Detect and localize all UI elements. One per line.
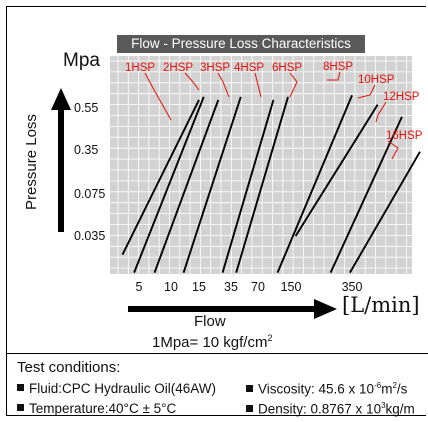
series-label-12hsp: 12HSP (383, 91, 420, 103)
density-unit: kg/m (385, 401, 415, 417)
viscosity-text: Viscosity: 45.6 x 10 (258, 381, 375, 397)
unit-conversion-sup: 2 (267, 333, 273, 343)
series-line-1hsp (121, 99, 200, 255)
series-label-6hsp: 6HSP (272, 62, 302, 74)
series-line-3hsp (153, 99, 220, 273)
viscosity-unit-tail: /s (396, 381, 408, 397)
bullet-square-icon (246, 404, 253, 412)
test-condition-fluid: Fluid:CPC Hydraulic Oil(46AW) (17, 381, 216, 396)
temperature-text: Temperature:40°C ± 5°C (29, 401, 177, 416)
series-pointer-1hsp (144, 72, 172, 121)
figure-frame (6, 6, 426, 416)
bullet-square-icon (17, 404, 24, 411)
y-tick-label: 0.35 (74, 143, 98, 157)
series-pointer-3hsp (217, 72, 230, 98)
y-tick-label: 0.55 (74, 101, 98, 115)
series-pointer-8hsp (327, 71, 341, 81)
series-line-2hsp (133, 96, 205, 273)
series-pointer-6hsp (289, 72, 298, 98)
density-exponent: 3 (381, 401, 386, 410)
viscosity-exponent: -6 (374, 381, 382, 390)
x-tick-labels: 5 10 15 35 70 150 350 (136, 280, 363, 294)
y-axis-arrow-head (51, 88, 71, 110)
series-label-2hsp: 2HSP (163, 62, 193, 74)
unit-conversion-text: 1Mpa= 10 kgf/cm (152, 334, 268, 351)
series-line-5hsp (221, 99, 275, 273)
x-tick-label: 10 (164, 280, 178, 294)
x-tick-label: 35 (224, 280, 238, 294)
plot-area (110, 56, 412, 274)
divider-line (6, 353, 428, 354)
test-condition-viscosity: Viscosity: 45.6 x 10-6m2/s (246, 381, 407, 397)
series-label-16hsp: 16HSP (386, 130, 423, 142)
series-pointer-16hsp (387, 140, 399, 160)
chart-title: Flow - Pressure Loss Characteristics (117, 35, 365, 53)
series-pointer-12hsp (375, 101, 387, 123)
test-conditions-heading: Test conditions: (17, 359, 121, 376)
y-tick-labels: 0.035 0.075 0.35 0.55 (74, 101, 105, 243)
density-text: Density: 0.8767 x 10 (258, 401, 382, 417)
x-tick-label: 350 (342, 280, 363, 294)
x-tick-label: 70 (251, 280, 265, 294)
series-label-4hsp: 4HSP (234, 62, 264, 74)
series-label-8hsp: 8HSP (323, 61, 353, 73)
x-tick-label: 150 (281, 280, 302, 294)
series-line-4hsp (182, 96, 242, 273)
series-line-8hsp (276, 95, 353, 274)
bullet-square-icon (17, 384, 24, 391)
series-line-6hsp (235, 96, 289, 273)
series-pointer-4hsp (254, 72, 262, 98)
y-axis-unit: Mpa (63, 50, 100, 71)
x-tick-label: 5 (136, 280, 143, 294)
series-labels: 1HSP 2HSP 3HSP 4HSP 6HSP 8HSP 10HSP 12HSP 16HSP (125, 61, 423, 160)
series-label-3hsp: 3HSP (200, 62, 230, 74)
viscosity-unit-exponent: 2 (392, 381, 397, 390)
series-line-10hsp (294, 104, 379, 237)
unit-conversion: 1Mpa= 10 kgf/cm2 (152, 333, 273, 351)
y-tick-label: 0.075 (74, 187, 105, 201)
x-axis-arrow-head (314, 299, 337, 319)
x-tick-label: 15 (192, 280, 206, 294)
series-lines (121, 95, 421, 274)
series-pointer-2hsp (184, 72, 200, 91)
series-line-16hsp (349, 151, 421, 274)
series-label-1hsp: 1HSP (125, 62, 155, 74)
x-axis-unit: [L/min] (342, 293, 420, 317)
series-label-10hsp: 10HSP (358, 74, 395, 86)
fluid-text: Fluid:CPC Hydraulic Oil(46AW) (29, 381, 217, 396)
test-condition-density: Density: 0.8767 x 103kg/m (246, 401, 415, 417)
bullet-square-icon (246, 384, 253, 392)
test-condition-temperature: Temperature:40°C ± 5°C (17, 401, 176, 416)
y-tick-label: 0.035 (74, 229, 105, 243)
viscosity-unit: m (381, 381, 393, 397)
series-pointer-10hsp (357, 84, 376, 99)
x-axis-label: Flow (194, 313, 226, 330)
